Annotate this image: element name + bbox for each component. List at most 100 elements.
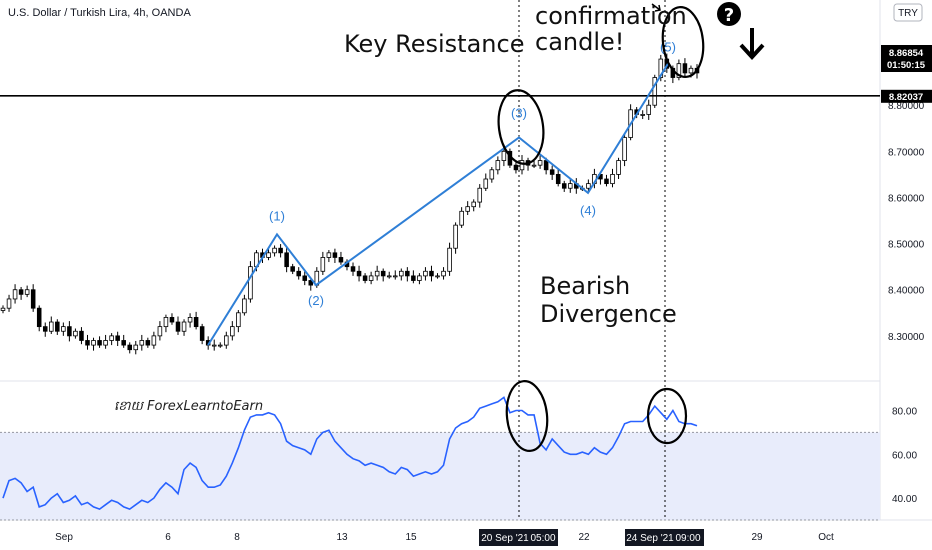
currency-badge[interactable]: TRY	[893, 3, 923, 22]
candle-body	[537, 160, 543, 166]
candle-body	[561, 183, 567, 189]
chart-title: U.S. Dollar / Turkish Lira, 4h, OANDA	[8, 7, 191, 19]
candle-body	[447, 247, 452, 272]
candle-body	[531, 164, 537, 167]
candle-body	[417, 275, 422, 281]
candle-body	[453, 224, 458, 249]
candle-body	[652, 77, 658, 106]
candle-body	[230, 326, 235, 337]
x-label-29: 29	[751, 532, 763, 543]
circle-wave-3	[497, 89, 545, 165]
candle-body	[519, 160, 525, 171]
candle-body	[18, 289, 24, 295]
candle-body	[163, 317, 169, 328]
candle-body	[103, 340, 108, 346]
x-label-0900: 09:00	[675, 533, 700, 544]
candle-body	[423, 270, 428, 277]
candle-body	[501, 150, 507, 161]
svg-text:8.86854: 8.86854	[889, 48, 924, 59]
wave-label: (2)	[308, 293, 324, 308]
candle-body	[489, 169, 495, 180]
candle-body	[411, 275, 416, 281]
candle-body	[386, 275, 392, 278]
candle-body	[127, 344, 133, 351]
candle-body	[24, 289, 30, 295]
candle-body	[242, 298, 247, 314]
candle-body	[368, 275, 374, 281]
candle-body	[555, 173, 561, 185]
candle-body	[36, 307, 42, 328]
question-icon: ?	[717, 2, 741, 26]
candle-body	[332, 252, 338, 258]
wave-label: (4)	[580, 203, 596, 218]
price-tick-label: 8.30000	[888, 332, 925, 343]
candle-body	[272, 247, 277, 254]
candle-body	[616, 160, 621, 175]
candle-body	[217, 344, 223, 347]
bearish-text-line1: Bearish	[540, 272, 630, 300]
last-price-box: 8.86854 01:50:15	[881, 45, 932, 72]
candle-body	[157, 326, 163, 337]
candle-body	[6, 298, 12, 309]
candle-body	[465, 206, 470, 212]
candle-body	[326, 252, 332, 258]
x-label-22: 22	[578, 532, 590, 543]
candle-body	[350, 266, 356, 272]
time-axis: Sep 6 8 13 15 20 Sep '21 05:00 22 24 Sep…	[55, 529, 834, 546]
candle-body	[49, 321, 54, 332]
x-label-6: 6	[165, 532, 171, 543]
candle-body	[513, 164, 519, 171]
candle-body	[61, 326, 66, 332]
candle-body	[549, 169, 555, 175]
svg-text:8.82037: 8.82037	[889, 92, 923, 103]
x-label-24sep: 24 Sep '21	[626, 533, 674, 544]
candle-body	[622, 137, 627, 161]
rsi-tick-label: 60.00	[892, 450, 917, 461]
price-tick-label: 8.80000	[888, 101, 925, 112]
x-label-8: 8	[234, 532, 240, 543]
candle-body	[543, 160, 549, 171]
candle-body	[12, 289, 18, 300]
candle-body	[73, 330, 78, 337]
rsi-tick-label: 80.00	[892, 407, 917, 418]
candle-body	[658, 58, 664, 78]
candle-body	[30, 289, 36, 309]
small-arrow-icon	[651, 3, 661, 12]
bearish-text-line2: Divergence	[540, 300, 677, 328]
x-label-13: 13	[336, 532, 348, 543]
candle-body	[567, 183, 573, 189]
candle-body	[0, 307, 6, 311]
candle-body	[199, 326, 205, 341]
candle-body	[169, 317, 175, 323]
candle-body	[586, 183, 591, 189]
candle-body	[610, 173, 615, 185]
resistance-price-box: 8.82037	[881, 89, 932, 103]
candle-body	[362, 275, 368, 281]
candle-body	[308, 280, 314, 286]
candle-body	[302, 275, 308, 281]
candle-body	[682, 63, 688, 74]
candle-body	[236, 312, 241, 328]
candle-body	[115, 335, 120, 341]
candle-body	[441, 270, 446, 277]
svg-text:01:50:15: 01:50:15	[887, 60, 926, 71]
x-label-0500: 05:00	[530, 533, 555, 544]
candle-body	[495, 160, 501, 171]
rsi-tick-label: 40.00	[892, 494, 917, 505]
candle-body	[640, 114, 645, 116]
circle-wave-5	[661, 6, 705, 78]
candle-body	[392, 275, 398, 278]
circle-rsi-peak-1	[505, 380, 549, 452]
key-resistance-text: Key Resistance	[344, 30, 524, 58]
price-tick-label: 8.70000	[888, 147, 925, 158]
candle-body	[121, 340, 126, 346]
rsi-line	[2, 396, 698, 510]
svg-text:?: ?	[724, 5, 734, 26]
candle-body	[284, 252, 289, 268]
x-label-oct: Oct	[818, 532, 834, 543]
down-arrow-icon	[739, 28, 765, 60]
x-label-sep: Sep	[55, 532, 73, 543]
candle-body	[187, 317, 193, 323]
confirmation-text-line2: candle!	[535, 28, 624, 56]
